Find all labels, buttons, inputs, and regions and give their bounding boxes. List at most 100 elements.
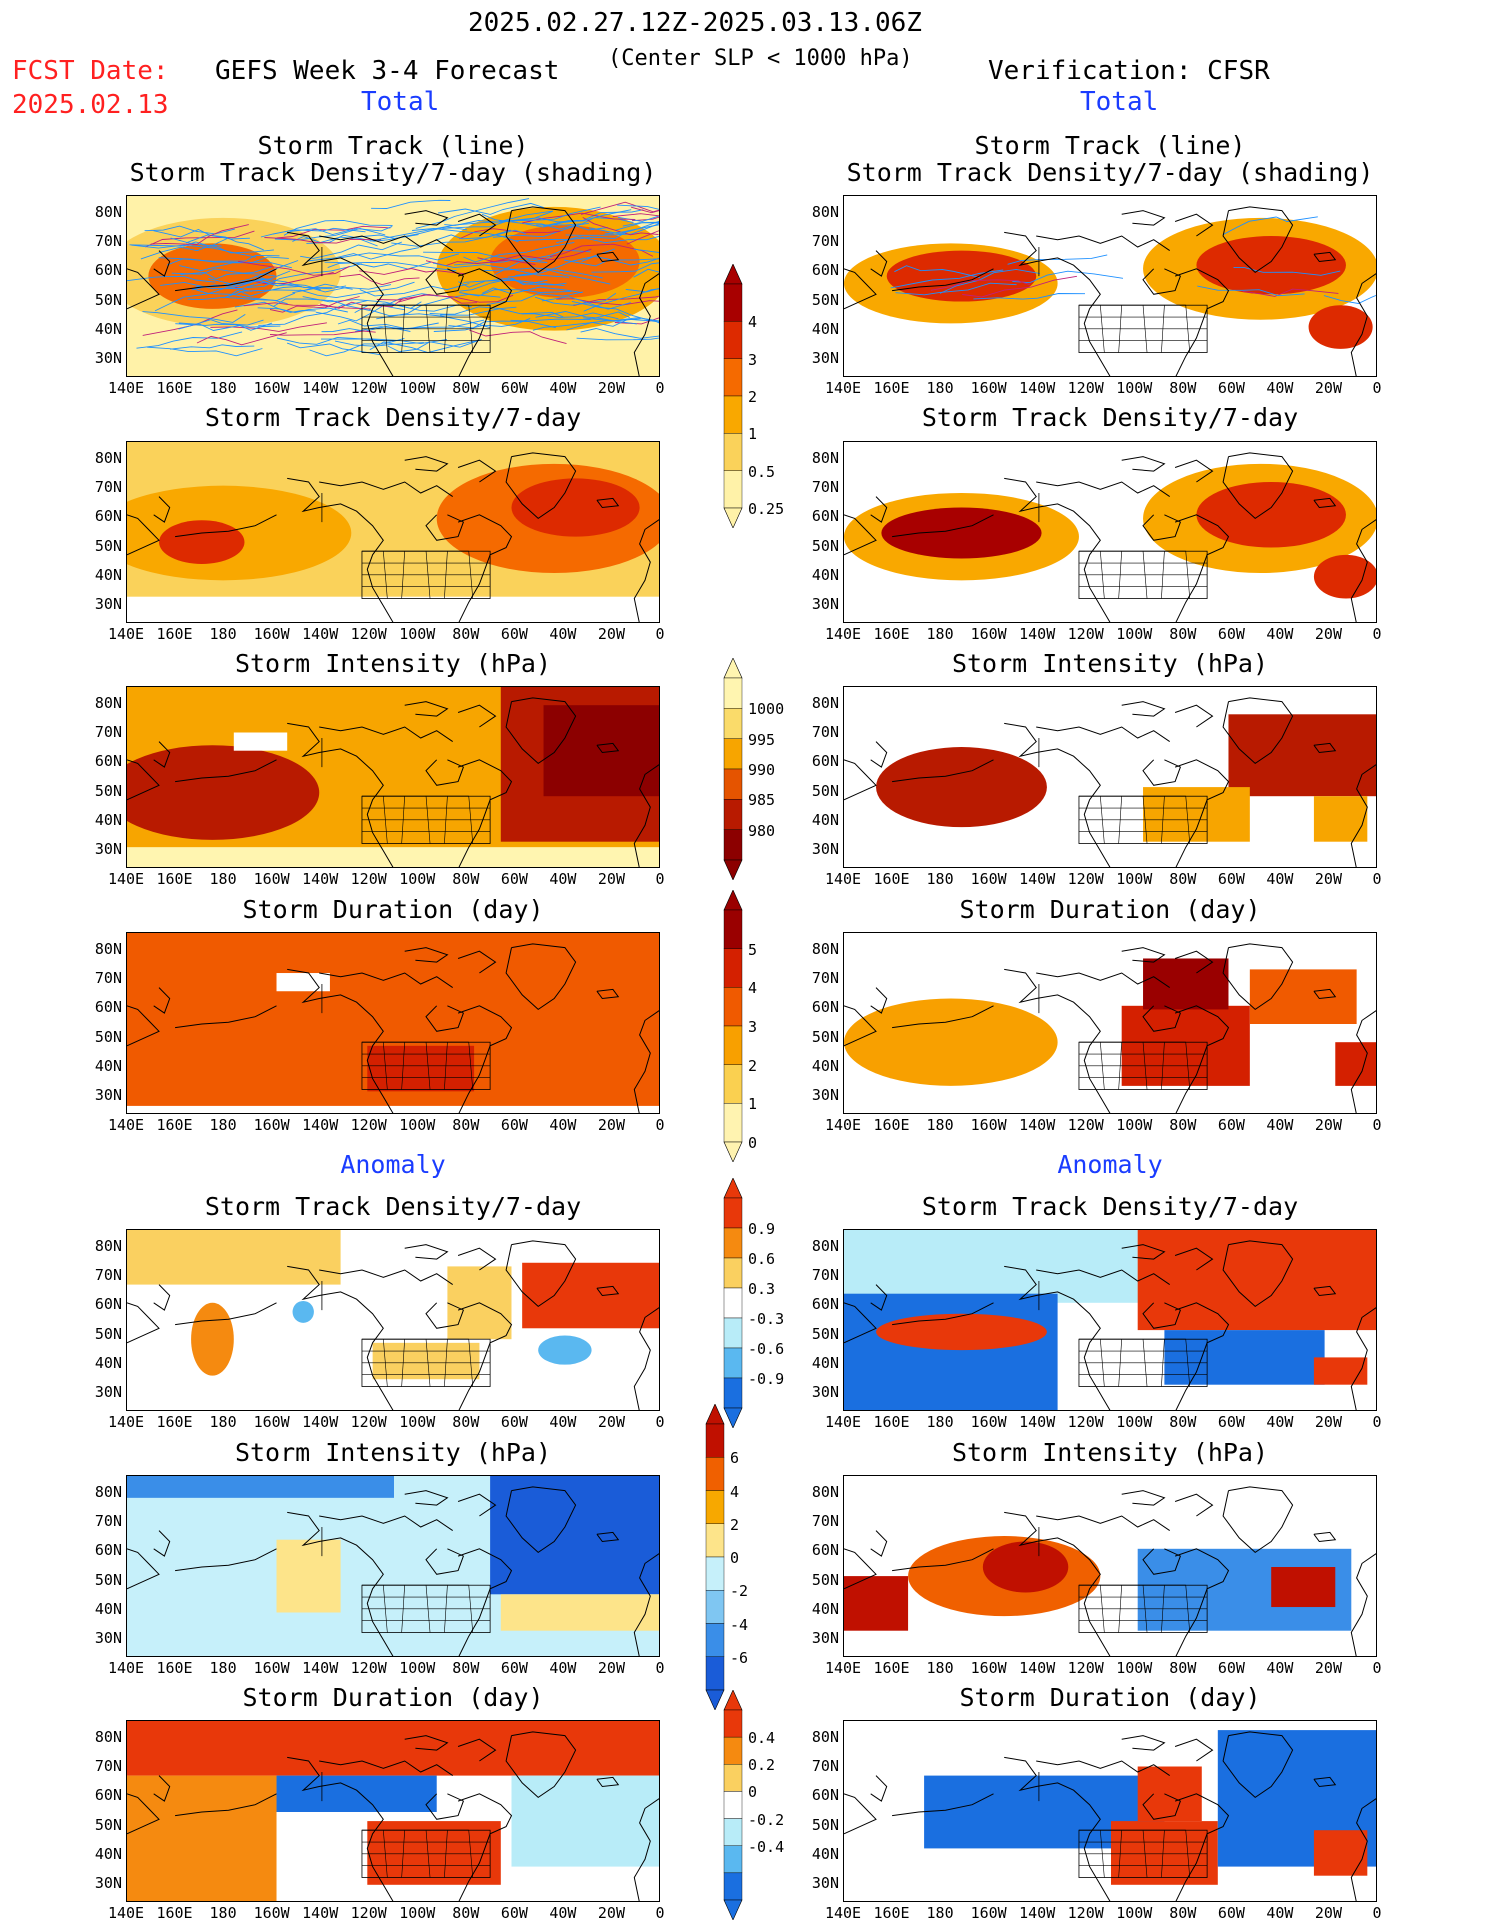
coastline [127, 1240, 659, 1410]
storm-track-line [175, 323, 281, 328]
lon-tick-label: 60W [500, 1659, 528, 1677]
map-panel-verification-3 [843, 686, 1377, 868]
storm-track-line [232, 279, 321, 291]
lon-tick-label: 140W [1019, 1904, 1056, 1922]
colorbar-label: -0.2 [748, 1810, 785, 1829]
lon-tick-label: 160W [253, 1904, 290, 1922]
shading-blob [191, 1302, 234, 1376]
lat-tick-label: 70N [811, 232, 839, 251]
p1-right-title-1: Storm Track (line) [974, 131, 1246, 160]
lon-tick-label: 0 [655, 1116, 665, 1134]
lon-tick-label: 180 [926, 625, 954, 643]
storm-track-line [622, 221, 659, 227]
lat-tick-label: 50N [811, 1027, 839, 1046]
storm-track-line [276, 336, 391, 345]
storm-track-line [939, 268, 1041, 294]
shading-cell [1143, 787, 1250, 842]
coastline [844, 1731, 1376, 1901]
storm-track-line [299, 281, 415, 299]
lon-tick-label: 0 [1372, 870, 1382, 888]
lat-tick-label: 80N [811, 1728, 839, 1746]
storm-track-line [482, 286, 583, 295]
lon-tick-label: 140W [302, 1904, 339, 1922]
lon-tick-label: 120W [350, 1413, 387, 1431]
storm-track-line [191, 288, 288, 305]
lon-tick-label: 40W [1266, 1659, 1294, 1677]
storm-track-line [150, 224, 249, 245]
storm-track-line [142, 311, 246, 323]
storm-track-line [286, 342, 381, 356]
lon-tick-label: 80W [452, 379, 480, 397]
lon-tick-label: 160E [873, 1116, 910, 1134]
lat-tick-label: 60N [94, 998, 122, 1017]
lon-tick-label: 100W [399, 870, 436, 888]
colorbar-label: -2 [730, 1582, 749, 1601]
coastline [844, 943, 1376, 1113]
lat-tick-label: 40N [94, 1844, 122, 1863]
coastline [127, 697, 659, 867]
storm-track-line [625, 287, 659, 293]
lat-tick-label: 60N [811, 752, 839, 771]
storm-track-line [145, 230, 255, 248]
storm-track-line [459, 289, 572, 297]
lon-tick-label: 160W [970, 379, 1007, 397]
lon-tick-label: 160E [873, 1904, 910, 1922]
storm-track-line [556, 298, 659, 306]
storm-track-line [477, 248, 592, 263]
lat-tick-label: 30N [811, 1383, 839, 1401]
left-column-title: GEFS Week 3-4 Forecast [215, 56, 560, 86]
colorbar-label: -0.4 [748, 1837, 785, 1856]
lon-tick-label: 100W [1116, 1116, 1153, 1134]
storm-track-line [508, 268, 611, 285]
lon-tick-label: 140E [824, 870, 862, 888]
storm-track-line [371, 199, 451, 209]
colorbar-label: 0.25 [748, 500, 785, 518]
coastline [127, 1486, 659, 1656]
shading-blob [292, 1300, 314, 1323]
lon-tick-label: 140E [107, 1413, 145, 1431]
lon-tick-label: 140W [1019, 1116, 1056, 1134]
lon-tick-label: 160W [970, 625, 1007, 643]
colorbar-label: 995 [748, 730, 776, 749]
lon-tick-label: 140W [1019, 625, 1056, 643]
storm-track-line [292, 284, 392, 294]
storm-track-line [178, 322, 273, 331]
lon-tick-label: 120W [350, 1116, 387, 1134]
lon-tick-label: 120W [1067, 1413, 1104, 1431]
lat-tick-label: 40N [94, 565, 122, 584]
lon-tick-label: 160W [970, 1904, 1007, 1922]
lat-tick-label: 50N [94, 1324, 122, 1343]
map-panel-verification-6 [843, 1475, 1377, 1657]
colorbar-intensity [723, 658, 743, 880]
colorbar-density [723, 264, 743, 528]
colorbar-label: 4 [748, 979, 758, 998]
storm-track-line [187, 292, 296, 301]
storm-track-line [440, 308, 564, 318]
lon-tick-label: 160E [156, 1413, 193, 1431]
lat-tick-label: 50N [94, 536, 122, 555]
storm-track-line [1242, 288, 1339, 297]
lon-tick-label: 40W [1266, 870, 1294, 888]
lat-tick-label: 80N [94, 1728, 122, 1746]
storm-track-line [306, 247, 420, 262]
lon-tick-label: 140E [824, 1413, 862, 1431]
lat-tick-label: 40N [94, 1599, 122, 1618]
lon-tick-label: 40W [549, 870, 577, 888]
colorbar-label: -0.6 [748, 1340, 785, 1358]
storm-track-line [617, 204, 659, 210]
lon-tick-label: 100W [1116, 379, 1153, 397]
storm-track-line [515, 231, 627, 242]
storm-track-line [458, 280, 565, 288]
section-anomaly-right: Anomaly [1057, 1150, 1163, 1179]
coastline [844, 1240, 1376, 1410]
lat-tick-label: 30N [94, 1383, 122, 1401]
colorbar-label: -0.3 [748, 1310, 785, 1328]
storm-track-line [237, 260, 350, 276]
lon-tick-label: 120W [1067, 379, 1104, 397]
lat-tick-label: 60N [811, 1786, 839, 1805]
shading-cell [844, 1293, 1058, 1410]
lon-tick-label: 20W [1314, 1116, 1342, 1134]
colorbar-label: 0.9 [748, 1220, 776, 1238]
map-panel-forecast-5 [126, 1229, 660, 1411]
storm-track-line [486, 291, 584, 306]
